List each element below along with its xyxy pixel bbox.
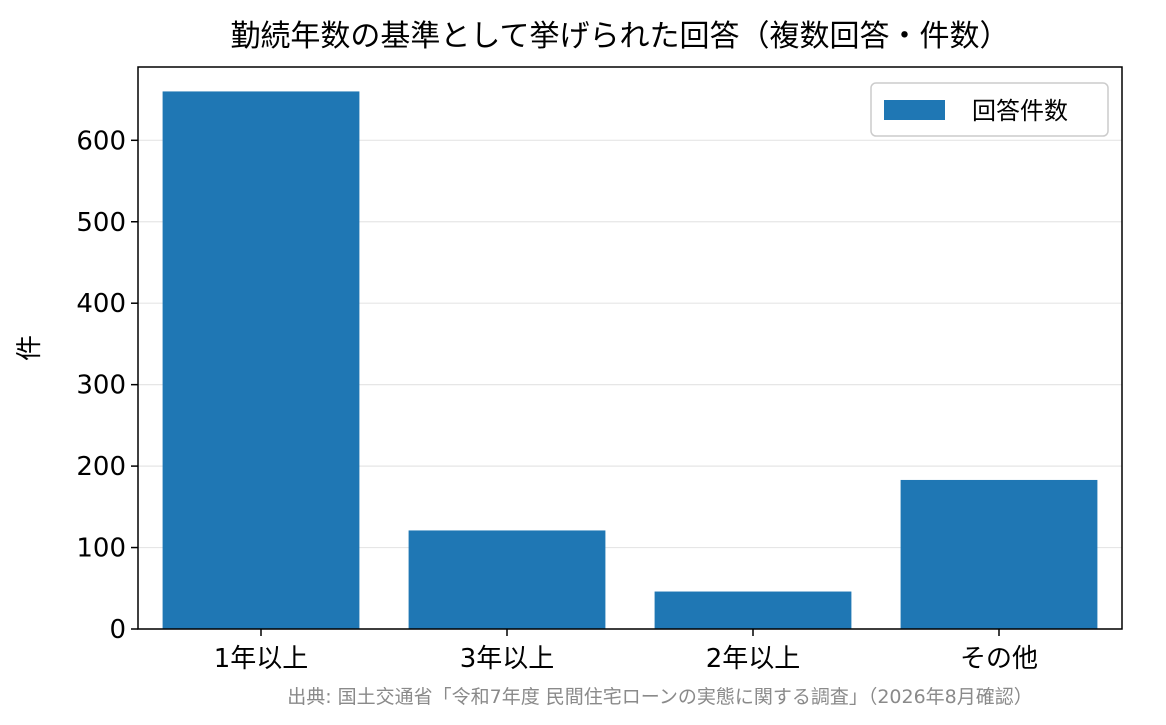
bars <box>162 91 1098 629</box>
y-axis-ticks: 0 100 200 300 400 500 600 <box>76 126 138 645</box>
legend-box <box>870 82 1109 137</box>
y-tick-label: 300 <box>76 371 126 401</box>
y-tick-label: 600 <box>76 126 126 156</box>
chart-title: 勤続年数の基準として挙げられた回答（複数回答・件数） <box>230 19 1009 54</box>
source-note: 出典: 国土交通省「令和7年度 民間住宅ローンの実態に関する調査」（2026年8… <box>287 686 1033 708</box>
bar-2 <box>654 591 852 629</box>
x-tick-label: 3年以上 <box>460 644 555 674</box>
y-tick-label: 200 <box>76 452 126 482</box>
x-tick-label: 1年以上 <box>214 644 309 674</box>
legend: 回答件数 <box>870 82 1109 137</box>
x-axis-ticks: 1年以上 3年以上 2年以上 その他 <box>214 629 1038 674</box>
y-tick-label: 0 <box>109 615 126 645</box>
y-tick-label: 100 <box>76 534 126 564</box>
bar-3 <box>900 479 1098 629</box>
bar-0 <box>162 91 360 629</box>
y-tick-label: 400 <box>76 289 126 319</box>
x-tick-label: その他 <box>960 644 1038 674</box>
legend-swatch <box>884 100 945 120</box>
plot-frame <box>137 66 1123 630</box>
x-tick-label: 2年以上 <box>706 644 801 674</box>
y-tick-label: 500 <box>76 208 126 238</box>
legend-label: 回答件数 <box>972 97 1068 125</box>
bar-1 <box>408 530 606 629</box>
y-axis-label: 件 <box>15 335 45 361</box>
